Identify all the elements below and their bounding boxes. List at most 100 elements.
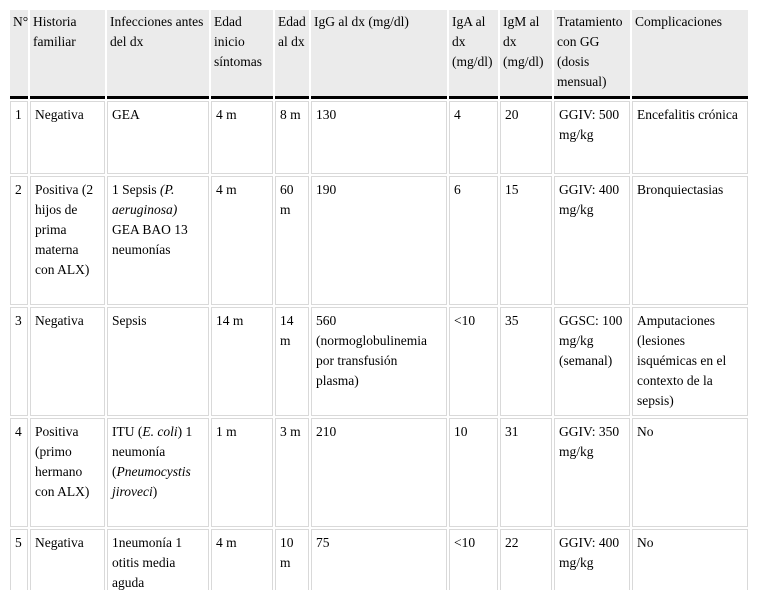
table-cell: 14 m (211, 307, 273, 416)
column-header-10: Complicaciones (632, 10, 748, 99)
text: 4 m (216, 182, 237, 197)
table-row: 4 Positiva (primo hermano con ALX) ITU (E.… (10, 418, 748, 527)
table-cell: GGSC: 100 mg/kg (semanal) (554, 307, 630, 416)
text: 35 (505, 313, 519, 328)
table-cell: 210 (311, 418, 447, 527)
text: 15 (505, 182, 519, 197)
table-cell: 1 m (211, 418, 273, 527)
table-cell: 6 (449, 176, 498, 305)
text: Negativa (35, 107, 84, 122)
column-header-3: Infecciones antes del dx (107, 10, 209, 99)
text: Negativa (35, 313, 84, 328)
italic-text: (P. aeruginosa) (112, 182, 178, 217)
text: GGSC: 100 mg/kg (semanal) (559, 313, 623, 368)
table-cell: <10 (449, 529, 498, 590)
table-cell: GGIV: 400 mg/kg (554, 529, 630, 590)
table-cell: 15 (500, 176, 552, 305)
table-cell: 4 (10, 418, 28, 527)
table-cell: 4 (449, 101, 498, 174)
text: 14 m (216, 313, 244, 328)
text: 60 m (280, 182, 294, 217)
table-cell: Positiva (2 hijos de prima materna con A… (30, 176, 105, 305)
table-cell: 4 m (211, 176, 273, 305)
table-cell: No (632, 418, 748, 527)
text: 6 (454, 182, 461, 197)
table-cell: 75 (311, 529, 447, 590)
column-header-7: IgA al dx (mg/dl) (449, 10, 498, 99)
table-cell: 8 m (275, 101, 309, 174)
text: 3 m (280, 424, 301, 439)
text: Positiva (2 hijos de prima materna con A… (35, 182, 94, 277)
table-cell: Negativa (30, 529, 105, 590)
table-row: 3 Negativa Sepsis 14 m 14 m 560 (normoglobuli… (10, 307, 748, 416)
italic-text: E. coli (142, 424, 178, 439)
text: 1 m (216, 424, 237, 439)
text: 560 (normoglobulinemia por transfusión p… (316, 313, 427, 388)
text: GGIV: 350 mg/kg (559, 424, 620, 459)
column-header-6: IgG al dx (mg/dl) (311, 10, 447, 99)
text: 5 (15, 535, 22, 550)
table-cell: Negativa (30, 307, 105, 416)
text: No (637, 535, 654, 550)
table-body: 1 Negativa GEA 4 m 8 m 130 4 20 GGIV: 500 mg/kg E… (10, 101, 748, 590)
text: 20 (505, 107, 519, 122)
table-cell: 3 m (275, 418, 309, 527)
text: 14 m (280, 313, 294, 348)
text: 4 m (216, 535, 237, 550)
table-cell: 4 m (211, 101, 273, 174)
text: Amputaciones (lesiones isquémicas en el … (637, 313, 727, 408)
column-header-9: Tratamiento con GG (dosis mensual) (554, 10, 630, 99)
italic-text: Pneumocystis jiroveci (112, 464, 191, 499)
text: Positiva (primo hermano con ALX) (35, 424, 90, 499)
text: 1neumonía 1 otitis media aguda (112, 535, 183, 590)
table-cell: 31 (500, 418, 552, 527)
table-cell: 560 (normoglobulinemia por transfusión p… (311, 307, 447, 416)
table-cell: No (632, 529, 748, 590)
table-cell: GGIV: 350 mg/kg (554, 418, 630, 527)
table-row: 2 Positiva (2 hijos de prima materna con … (10, 176, 748, 305)
table-cell: GEA (107, 101, 209, 174)
column-header-2: Historia familiar (30, 10, 105, 99)
table-cell: 10 (449, 418, 498, 527)
table-cell: 190 (311, 176, 447, 305)
text: 4 (454, 107, 461, 122)
table-cell: 5 (10, 529, 28, 590)
text: 2 (15, 182, 22, 197)
table-cell: 1 Sepsis (P. aeruginosa) GEA BAO 13 neum… (107, 176, 209, 305)
text: Bronquiectasias (637, 182, 724, 197)
text: GGIV: 400 mg/kg (559, 535, 620, 570)
text: 31 (505, 424, 519, 439)
table-cell: 3 (10, 307, 28, 416)
header-row: N° Historia familiar Infecciones antes del… (10, 10, 748, 99)
table-header: N° Historia familiar Infecciones antes del… (10, 10, 748, 99)
text: 190 (316, 182, 337, 197)
text: 10 m (280, 535, 294, 570)
table-cell: Sepsis (107, 307, 209, 416)
table-cell: 35 (500, 307, 552, 416)
table-cell: Bronquiectasias (632, 176, 748, 305)
table-cell: 1neumonía 1 otitis media aguda (107, 529, 209, 590)
table-cell: Positiva (primo hermano con ALX) (30, 418, 105, 527)
text: 210 (316, 424, 337, 439)
column-header-1: N° (10, 10, 28, 99)
table-cell: 60 m (275, 176, 309, 305)
text: 8 m (280, 107, 301, 122)
column-header-5: Edad al dx (275, 10, 309, 99)
text: 130 (316, 107, 337, 122)
text: 22 (505, 535, 519, 550)
table-cell: 10 m (275, 529, 309, 590)
text: 10 (454, 424, 468, 439)
text: GGIV: 500 mg/kg (559, 107, 620, 142)
column-header-4: Edad inicio síntomas (211, 10, 273, 99)
table-cell: 1 (10, 101, 28, 174)
text: 75 (316, 535, 330, 550)
text: Sepsis (112, 313, 147, 328)
patients-table: N° Historia familiar Infecciones antes del… (8, 8, 750, 590)
table-row: 1 Negativa GEA 4 m 8 m 130 4 20 GGIV: 500 mg/kg E… (10, 101, 748, 174)
text: GEA (112, 107, 140, 122)
table-cell: 130 (311, 101, 447, 174)
table-row: 5 Negativa 1neumonía 1 otitis media aguda 4… (10, 529, 748, 590)
text: 3 (15, 313, 22, 328)
table-cell: <10 (449, 307, 498, 416)
